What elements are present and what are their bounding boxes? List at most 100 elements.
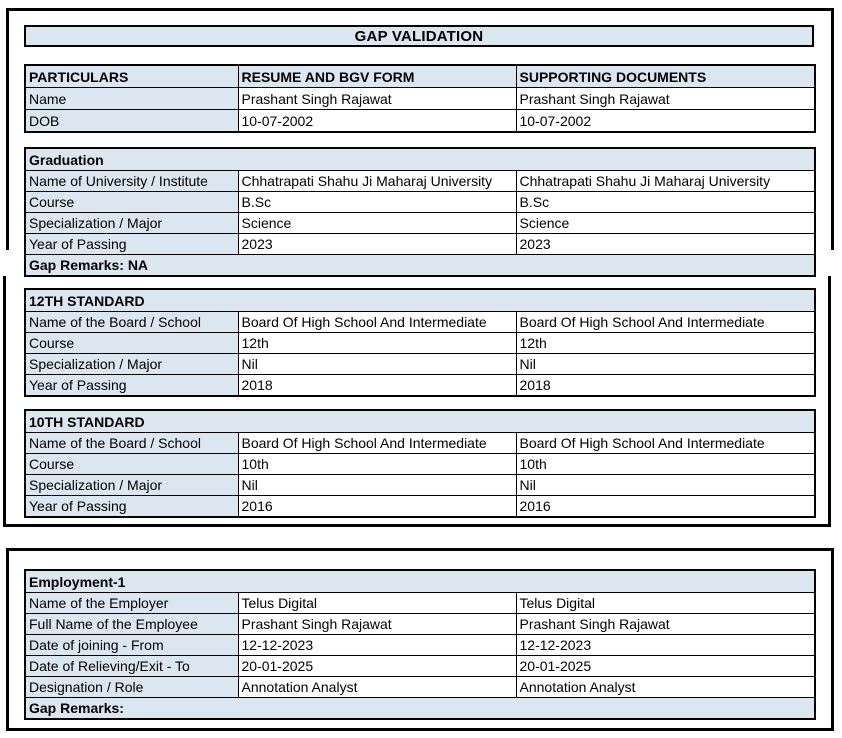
supporting-value-cell: Nil	[515, 353, 816, 375]
row-label-cell: Name of the Board / School	[24, 311, 239, 333]
supporting-value-cell: 10-07-2002	[515, 109, 816, 133]
resume-value-cell: Board Of High School And Intermediate	[237, 311, 517, 333]
resume-value-cell: 2016	[237, 495, 517, 518]
supporting-value-cell: Board Of High School And Intermediate	[515, 432, 816, 454]
resume-value-cell: 10-07-2002	[237, 109, 517, 133]
table-row: Name of University / Institute Chhatrapat…	[24, 170, 816, 192]
table-row: Specialization / Major Nil Nil	[24, 353, 816, 375]
table-row: Course B.Sc B.Sc	[24, 191, 816, 213]
row-label-cell: Name of the Board / School	[24, 432, 239, 454]
resume-value-cell: Telus Digital	[237, 592, 517, 614]
supporting-value-cell: 2016	[515, 495, 816, 518]
supporting-value-cell: Chhatrapati Shahu Ji Maharaj University	[515, 170, 816, 192]
row-label-cell: Designation / Role	[24, 676, 239, 698]
table-row: Specialization / Major Science Science	[24, 212, 816, 234]
resume-value-cell: 10th	[237, 453, 517, 475]
supporting-value-cell: Telus Digital	[515, 592, 816, 614]
table-row: Name of the Employer Telus Digital Telus D…	[24, 592, 816, 614]
row-label-cell: Name of the Employer	[24, 592, 239, 614]
table-row: Course 10th 10th	[24, 453, 816, 475]
page1-outer-border-bottom	[3, 276, 831, 527]
supporting-value-cell: Science	[515, 212, 816, 234]
resume-value-cell: Prashant Singh Rajawat	[237, 87, 517, 110]
section-title: 12TH STANDARD	[24, 288, 816, 312]
supporting-value-cell: 12-12-2023	[515, 634, 816, 656]
row-label-cell: Name	[24, 87, 239, 110]
table-row: Year of Passing 2023 2023	[24, 233, 816, 255]
resume-value-cell: Nil	[237, 474, 517, 496]
resume-value-cell: 12-12-2023	[237, 634, 517, 656]
section-title: 10TH STANDARD	[24, 409, 816, 433]
resume-value-cell: 2018	[237, 374, 517, 397]
section-title-row: Graduation	[24, 147, 816, 171]
gap-remarks: Gap Remarks: NA	[24, 254, 816, 277]
supporting-value-cell: Prashant Singh Rajawat	[515, 613, 816, 635]
resume-value-cell: 20-01-2025	[237, 655, 517, 677]
table-row: DOB 10-07-2002 10-07-2002	[24, 109, 816, 133]
supporting-value-cell: 10th	[515, 453, 816, 475]
row-label-cell: DOB	[24, 109, 239, 133]
supporting-value-cell: Prashant Singh Rajawat	[515, 87, 816, 110]
table-row: Name of the Board / School Board Of High …	[24, 432, 816, 454]
resume-value-cell: 12th	[237, 332, 517, 354]
employment-1-table: Employment-1 Name of the Employer Telus Di…	[24, 569, 817, 720]
resume-value-cell: Prashant Singh Rajawat	[237, 613, 517, 635]
table-row: Name Prashant Singh Rajawat Prashant Singh…	[24, 87, 816, 110]
column-header: RESUME AND BGV FORM	[237, 64, 517, 88]
row-label-cell: Date of Relieving/Exit - To	[24, 655, 239, 677]
table-row: Specialization / Major Nil Nil	[24, 474, 816, 496]
column-header: SUPPORTING DOCUMENTS	[515, 64, 816, 88]
supporting-value-cell: Nil	[515, 474, 816, 496]
table-row: Name of the Board / School Board Of High …	[24, 311, 816, 333]
supporting-value-cell: 2018	[515, 374, 816, 397]
graduation-table: Graduation Name of University / Institute…	[24, 147, 817, 277]
row-label-cell: Specialization / Major	[24, 474, 239, 496]
row-label-cell: Course	[24, 453, 239, 475]
resume-value-cell: Nil	[237, 353, 517, 375]
gap-remarks: Gap Remarks:	[24, 697, 816, 720]
section-title-row: 12TH STANDARD	[24, 288, 816, 312]
table-row: Designation / Role Annotation Analyst Anno…	[24, 676, 816, 698]
row-label-cell: Course	[24, 332, 239, 354]
gap-remarks-row: Gap Remarks: NA	[24, 254, 816, 277]
resume-value-cell: Board Of High School And Intermediate	[237, 432, 517, 454]
resume-value-cell: B.Sc	[237, 191, 517, 213]
document-title-text: GAP VALIDATION	[354, 27, 484, 45]
section-title: Graduation	[24, 147, 816, 171]
row-label-cell: Specialization / Major	[24, 353, 239, 375]
supporting-value-cell: Annotation Analyst	[515, 676, 816, 698]
row-label-cell: Specialization / Major	[24, 212, 239, 234]
resume-value-cell: Science	[237, 212, 517, 234]
section-title-row: Employment-1	[24, 569, 816, 593]
particulars-table: PARTICULARS RESUME AND BGV FORM SUPPORTING…	[24, 64, 816, 133]
supporting-value-cell: B.Sc	[515, 191, 816, 213]
10th-standard-table: 10TH STANDARD Name of the Board / School B…	[24, 409, 817, 518]
supporting-value-cell: 12th	[515, 332, 816, 354]
table-row: Date of Relieving/Exit - To 20-01-2025 20-…	[24, 655, 816, 677]
resume-value-cell: Annotation Analyst	[237, 676, 517, 698]
row-label-cell: Course	[24, 191, 239, 213]
column-header: PARTICULARS	[24, 64, 239, 88]
supporting-value-cell: 20-01-2025	[515, 655, 816, 677]
table-row: Date of joining - From 12-12-2023 12-12-20…	[24, 634, 816, 656]
table-row: Full Name of the Employee Prashant Singh …	[24, 613, 816, 635]
gap-remarks-row: Gap Remarks:	[24, 697, 816, 720]
supporting-value-cell: Board Of High School And Intermediate	[515, 311, 816, 333]
header-row: PARTICULARS RESUME AND BGV FORM SUPPORTING…	[24, 64, 816, 88]
row-label-cell: Year of Passing	[24, 233, 239, 255]
page2-outer-border	[6, 548, 834, 731]
resume-value-cell: Chhatrapati Shahu Ji Maharaj University	[237, 170, 517, 192]
row-label-cell: Name of University / Institute	[24, 170, 239, 192]
table-row: Year of Passing 2018 2018	[24, 374, 816, 397]
table-row: Year of Passing 2016 2016	[24, 495, 816, 518]
page1-outer-border-top	[6, 8, 834, 250]
row-label-cell: Full Name of the Employee	[24, 613, 239, 635]
row-label-cell: Date of joining - From	[24, 634, 239, 656]
resume-value-cell: 2023	[237, 233, 517, 255]
section-title-row: 10TH STANDARD	[24, 409, 816, 433]
document-title: GAP VALIDATION	[24, 25, 814, 47]
row-label-cell: Year of Passing	[24, 374, 239, 397]
supporting-value-cell: 2023	[515, 233, 816, 255]
12th-standard-table: 12TH STANDARD Name of the Board / School B…	[24, 288, 817, 397]
